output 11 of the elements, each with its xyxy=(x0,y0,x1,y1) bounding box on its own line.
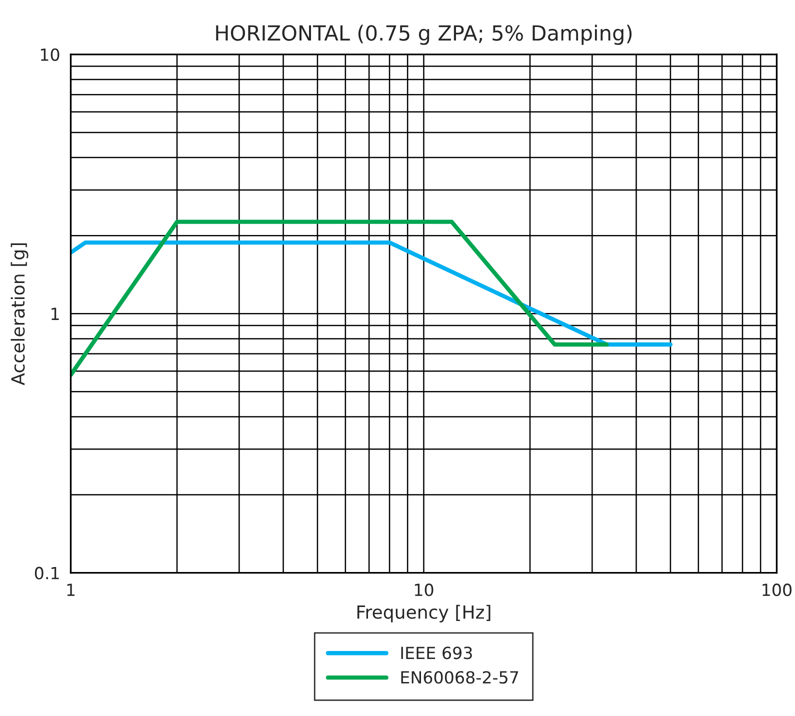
chart-title: HORIZONTAL (0.75 g ZPA; 5% Damping) xyxy=(216,24,632,45)
legend-label: IEEE 693 xyxy=(401,646,472,660)
x-axis-title: Frequency [Hz] xyxy=(357,604,490,622)
y-tick-label: 0.1 xyxy=(34,566,59,580)
x-tick-label: 10 xyxy=(414,584,434,596)
y-tick-label: 1 xyxy=(52,308,59,320)
y-tick-label: 10 xyxy=(40,48,60,61)
y-axis-title: Acceleration [g] xyxy=(10,243,28,386)
x-tick-label: 100 xyxy=(762,584,792,596)
x-tick-label: 1 xyxy=(67,584,75,596)
legend-label: EN60068-2-57 xyxy=(401,671,518,684)
